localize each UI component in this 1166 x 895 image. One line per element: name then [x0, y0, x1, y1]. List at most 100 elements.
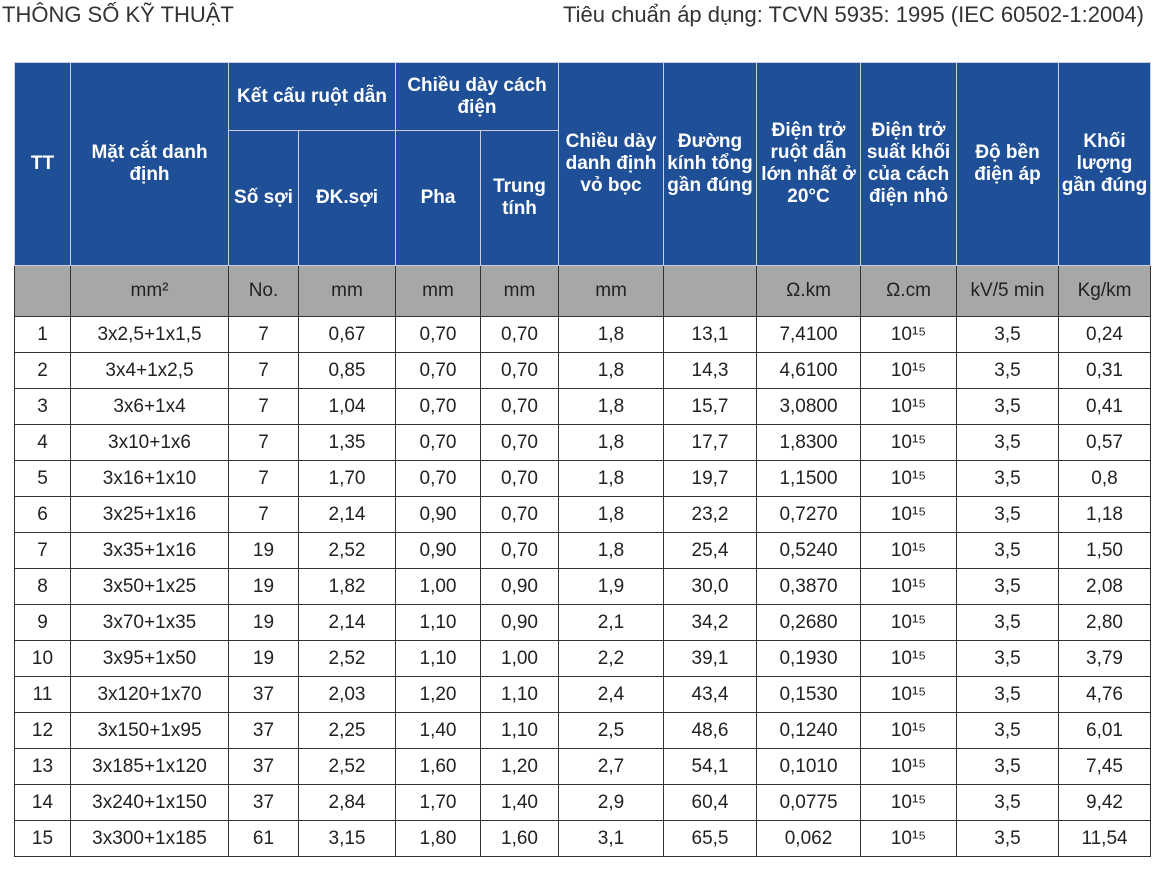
- column-header: Điện trở ruột dẫn lớn nhất ở 20°C: [756, 62, 862, 266]
- cell: 2,52: [298, 532, 396, 569]
- cell: 1,82: [298, 568, 396, 605]
- cell: 10¹⁵: [860, 352, 958, 389]
- cell: 11,54: [1058, 820, 1152, 857]
- unit-cell: Ω.km: [756, 265, 862, 317]
- cell: 2,14: [298, 496, 396, 533]
- cell: 14: [14, 784, 71, 821]
- column-subheader: ĐK.sợi: [298, 130, 396, 266]
- column-subheader: Số sợi: [228, 130, 299, 266]
- cell: 14,3: [663, 352, 758, 389]
- cell: 1,40: [395, 712, 481, 749]
- cell: 2,9: [558, 784, 665, 821]
- data-row: 2 3x4+1x2,5 7 0,85 0,70 0,70 1,8 14,3 4,6100 10¹⁵…: [14, 352, 1152, 389]
- cell: 0,70: [479, 352, 560, 389]
- page-title: THÔNG SỐ KỸ THUẬT: [2, 2, 234, 27]
- cell: 3,5: [956, 604, 1060, 641]
- cell: 3x70+1x35: [70, 604, 229, 641]
- cell: 10¹⁵: [860, 460, 958, 497]
- cell: 19,7: [663, 460, 758, 497]
- cell: 10¹⁵: [860, 676, 958, 713]
- cell: 1,8: [558, 316, 665, 353]
- cell: 1,10: [395, 604, 481, 641]
- column-header: Điện trở suất khối của cách điện nhỏ: [860, 62, 958, 266]
- cell: 2,08: [1058, 568, 1152, 605]
- cell: 3,5: [956, 352, 1060, 389]
- cell: 0,70: [479, 460, 560, 497]
- cell: 2,52: [298, 640, 396, 677]
- cell: 4: [14, 424, 71, 461]
- cell: 10¹⁵: [860, 784, 958, 821]
- cell: 3,0800: [756, 388, 862, 425]
- cell: 1,70: [298, 460, 396, 497]
- cell: 0,70: [479, 496, 560, 533]
- cell: 0,3870: [756, 568, 862, 605]
- cell: 2,4: [558, 676, 665, 713]
- cell: 0,70: [395, 424, 481, 461]
- cell: 19: [228, 532, 299, 569]
- cell: 3,5: [956, 820, 1060, 857]
- unit-cell: mm²: [70, 265, 229, 317]
- data-row: 9 3x70+1x35 19 2,14 1,10 0,90 2,1 34,2 0,2680 10¹…: [14, 604, 1152, 641]
- cell: 3x50+1x25: [70, 568, 229, 605]
- cell: 0,90: [479, 568, 560, 605]
- cell: 2: [14, 352, 71, 389]
- cell: 0,57: [1058, 424, 1152, 461]
- cell: 1,8300: [756, 424, 862, 461]
- cell: 15: [14, 820, 71, 857]
- cell: 3x25+1x16: [70, 496, 229, 533]
- column-header: Mặt cắt danh định: [70, 62, 229, 266]
- cell: 7: [228, 352, 299, 389]
- cell: 0,70: [395, 352, 481, 389]
- cell: 0,1240: [756, 712, 862, 749]
- data-row: 7 3x35+1x16 19 2,52 0,90 0,70 1,8 25,4 0,5240 10¹…: [14, 532, 1152, 569]
- cell: 3x2,5+1x1,5: [70, 316, 229, 353]
- cell: 37: [228, 748, 299, 785]
- cell: 0,8: [1058, 460, 1152, 497]
- column-header: Chiều dày cách điện: [394, 62, 560, 131]
- unit-cell: kV/5 min: [956, 265, 1060, 317]
- cell: 37: [228, 712, 299, 749]
- cell: 13: [14, 748, 71, 785]
- cell: 0,31: [1058, 352, 1152, 389]
- data-row: 8 3x50+1x25 19 1,82 1,00 0,90 1,9 30,0 0,3870 10¹…: [14, 568, 1152, 605]
- cell: 0,5240: [756, 532, 862, 569]
- cell: 3,5: [956, 640, 1060, 677]
- units-row: mm² No. mm mm mm mm Ω.km Ω.cm kV/5 min Kg/km: [14, 265, 1152, 317]
- cell: 39,1: [663, 640, 758, 677]
- cell: 23,2: [663, 496, 758, 533]
- cell: 54,1: [663, 748, 758, 785]
- cell: 19: [228, 568, 299, 605]
- cell: 1,8: [558, 496, 665, 533]
- cell: 13,1: [663, 316, 758, 353]
- unit-cell: No.: [228, 265, 299, 317]
- cell: 10¹⁵: [860, 748, 958, 785]
- cell: 2,7: [558, 748, 665, 785]
- cell: 3x150+1x95: [70, 712, 229, 749]
- cell: 43,4: [663, 676, 758, 713]
- column-header: TT: [14, 62, 71, 266]
- cell: 3x300+1x185: [70, 820, 229, 857]
- cell: 30,0: [663, 568, 758, 605]
- cell: 0,67: [298, 316, 396, 353]
- cell: 17,7: [663, 424, 758, 461]
- cell: 7: [228, 388, 299, 425]
- cell: 0,1010: [756, 748, 862, 785]
- unit-cell: mm: [558, 265, 665, 317]
- cell: 1,40: [479, 784, 560, 821]
- cell: 10¹⁵: [860, 532, 958, 569]
- cell: 61: [228, 820, 299, 857]
- cell: 2,25: [298, 712, 396, 749]
- column-header: Kết cấu ruột dẫn: [228, 62, 396, 131]
- cell: 0,70: [395, 388, 481, 425]
- cell: 10¹⁵: [860, 604, 958, 641]
- cell: 12: [14, 712, 71, 749]
- cell: 3,5: [956, 496, 1060, 533]
- cell: 3x16+1x10: [70, 460, 229, 497]
- cell: 0,70: [395, 316, 481, 353]
- cell: 6,01: [1058, 712, 1152, 749]
- cell: 1,10: [479, 712, 560, 749]
- cell: 3,1: [558, 820, 665, 857]
- data-row: 12 3x150+1x95 37 2,25 1,40 1,10 2,5 48,6 0,1240 1…: [14, 712, 1152, 749]
- cell: 1: [14, 316, 71, 353]
